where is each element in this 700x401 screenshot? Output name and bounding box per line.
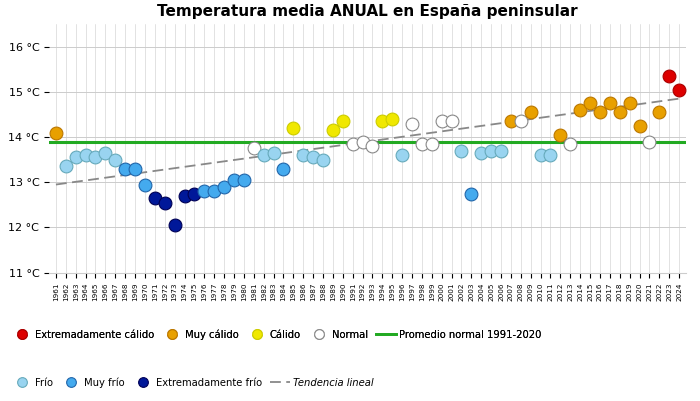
Point [496, 148, 507, 154]
Point [475, 150, 486, 156]
Point [278, 166, 289, 172]
Point [673, 86, 685, 93]
Point [139, 181, 150, 188]
Point [515, 118, 526, 124]
Point [614, 109, 625, 115]
Point [565, 141, 576, 147]
Point [386, 116, 398, 122]
Point [436, 118, 447, 124]
Point [416, 141, 428, 147]
Point [258, 152, 270, 158]
Point [634, 123, 645, 129]
Point [169, 222, 180, 229]
Point [594, 109, 606, 115]
Point [130, 166, 141, 172]
Point [407, 120, 418, 127]
Point [110, 156, 121, 163]
Point [307, 154, 318, 161]
Point [377, 118, 388, 124]
Point [575, 107, 586, 113]
Point [238, 177, 249, 183]
Point [80, 152, 91, 158]
Title: Temperatura media ANUAL en España peninsular: Temperatura media ANUAL en España penins… [158, 4, 578, 19]
Point [396, 152, 407, 158]
Point [555, 132, 566, 138]
Point [328, 127, 339, 134]
Point [149, 195, 160, 201]
Point [50, 130, 62, 136]
Point [70, 154, 81, 161]
Point [288, 125, 299, 131]
Point [268, 150, 279, 156]
Point [505, 118, 517, 124]
Point [624, 100, 635, 106]
Point [664, 73, 675, 79]
Point [446, 118, 457, 124]
Point [228, 177, 239, 183]
Point [100, 150, 111, 156]
Point [209, 188, 220, 194]
Point [218, 184, 230, 190]
Point [535, 152, 546, 158]
Legend: Frío, Muy frío, Extremadamente frío, Tendencia lineal: Frío, Muy frío, Extremadamente frío, Ten… [12, 377, 373, 388]
Point [317, 156, 328, 163]
Point [584, 100, 596, 106]
Point [456, 148, 467, 154]
Point [604, 100, 615, 106]
Point [189, 190, 200, 197]
Point [525, 109, 536, 115]
Point [545, 152, 556, 158]
Point [466, 190, 477, 197]
Point [199, 188, 210, 194]
Point [179, 192, 190, 199]
Point [298, 152, 309, 158]
Point [159, 199, 170, 206]
Point [60, 163, 71, 170]
Point [357, 138, 368, 145]
Point [248, 145, 259, 152]
Point [347, 141, 358, 147]
Point [644, 138, 655, 145]
Point [337, 118, 349, 124]
Point [90, 154, 101, 161]
Point [426, 141, 438, 147]
Point [120, 166, 131, 172]
Point [654, 109, 665, 115]
Point [367, 143, 378, 149]
Point [486, 148, 497, 154]
Legend: Extremadamente cálido, Muy cálido, Cálido, Normal, Promedio normal 1991-2020: Extremadamente cálido, Muy cálido, Cálid… [12, 329, 542, 340]
